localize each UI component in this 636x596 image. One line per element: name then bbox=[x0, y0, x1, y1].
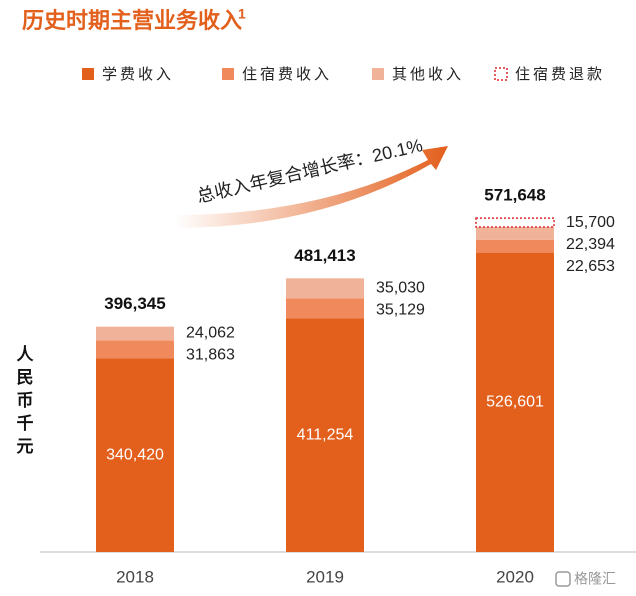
value-label: 22,394 bbox=[566, 236, 615, 253]
value-label: 526,601 bbox=[486, 394, 544, 411]
legend-label: 其他收入 bbox=[392, 66, 464, 83]
growth-arrow bbox=[175, 146, 448, 228]
total-label: 481,413 bbox=[294, 246, 355, 265]
bar-segment bbox=[286, 318, 364, 552]
y-axis-label: 人民币千元 bbox=[14, 345, 34, 460]
chart-title: 历史时期主营业务收入 bbox=[22, 8, 242, 33]
x-tick-label: 2019 bbox=[306, 567, 344, 586]
value-label: 411,254 bbox=[297, 426, 354, 443]
legend-swatch bbox=[494, 67, 508, 81]
bar-segment bbox=[286, 278, 364, 299]
bar-segment bbox=[286, 298, 364, 319]
annotation: 总收入年复合增长率：20.1% bbox=[195, 135, 425, 206]
legend-label: 学费收入 bbox=[102, 66, 174, 83]
bar-segment bbox=[96, 326, 174, 341]
bar-segment bbox=[476, 252, 554, 552]
x-tick-label: 2020 bbox=[496, 567, 534, 586]
legend-label: 住宿费退款 bbox=[515, 66, 605, 83]
bar-segment bbox=[96, 358, 174, 552]
bar-segment bbox=[475, 217, 555, 228]
value-label: 31,863 bbox=[186, 347, 235, 364]
bar-segment bbox=[96, 340, 174, 359]
value-label: 24,062 bbox=[186, 325, 235, 342]
value-label: 35,129 bbox=[376, 301, 425, 318]
watermark: 格隆汇 bbox=[574, 571, 616, 587]
legend-swatch bbox=[82, 68, 94, 80]
value-label: 340,420 bbox=[106, 446, 164, 463]
value-label: 22,653 bbox=[566, 258, 615, 275]
x-tick-label: 2018 bbox=[116, 567, 154, 586]
bar-segment bbox=[476, 239, 554, 253]
watermark-logo bbox=[555, 571, 571, 587]
bar-segment bbox=[476, 227, 554, 240]
total-label: 571,648 bbox=[484, 186, 545, 205]
legend-label: 住宿费收入 bbox=[242, 66, 332, 83]
value-label: 15,700 bbox=[566, 214, 615, 231]
value-label: 35,030 bbox=[376, 279, 425, 296]
total-label: 396,345 bbox=[104, 294, 165, 313]
legend-swatch bbox=[372, 68, 384, 80]
legend-swatch bbox=[222, 68, 234, 80]
title-superscript: 1 bbox=[238, 6, 246, 22]
